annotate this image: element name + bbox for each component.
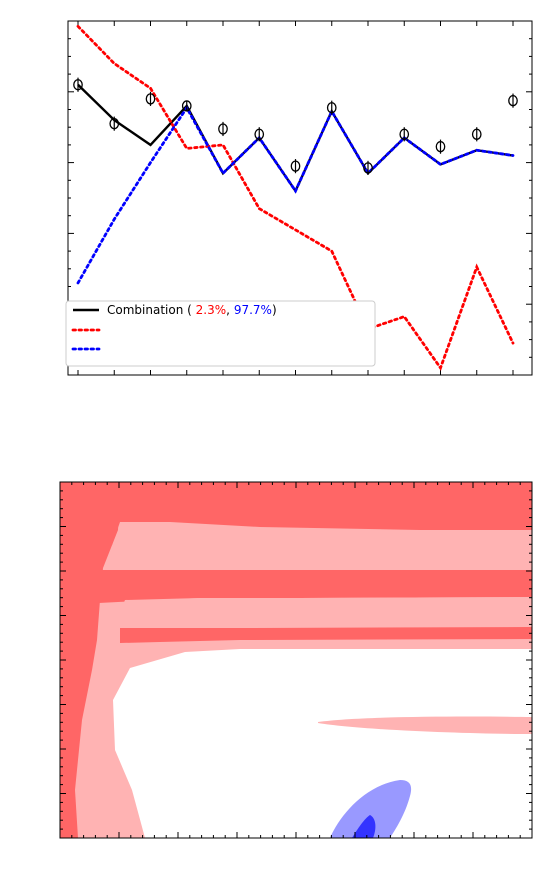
contour-red-outer xyxy=(60,482,532,838)
observed-point xyxy=(290,160,301,172)
observed-point xyxy=(109,118,120,130)
contour-red-outer-streak xyxy=(318,716,532,734)
contour-blue-inner xyxy=(352,815,376,838)
legend-text-part: 97.7% xyxy=(234,303,272,317)
observed-point xyxy=(145,93,156,105)
legend-text-part: ( xyxy=(187,303,192,317)
contour-red-inner-thin xyxy=(120,627,532,643)
column-density-panel: Combination ( 2.3%, 97.7%) xyxy=(65,20,533,376)
contour-red-inner-middle xyxy=(60,570,532,605)
legend-label-0: Combination ( 2.3%, 97.7%) xyxy=(107,303,277,317)
contour-regions xyxy=(60,482,532,838)
legend-text-part: ) xyxy=(272,303,277,317)
observed-point xyxy=(399,128,410,140)
observed-point xyxy=(471,128,482,140)
series-line-2 xyxy=(76,105,515,285)
series-line-1 xyxy=(76,24,515,371)
legend-text-part: Combination xyxy=(107,303,183,317)
legend-text-part: , xyxy=(226,303,230,317)
observed-point xyxy=(254,128,265,140)
observed-point xyxy=(218,123,228,135)
contour-red-outer-notch xyxy=(120,597,532,635)
observed-point xyxy=(73,79,83,91)
legend-text-part: 2.3% xyxy=(196,303,227,317)
observed-point xyxy=(363,162,373,174)
observed-point xyxy=(508,95,518,107)
contour-blue-outer xyxy=(330,780,412,838)
observed-point xyxy=(326,102,337,114)
contour-red-inner-top xyxy=(60,482,532,545)
observed-point xyxy=(435,141,446,153)
observed-point xyxy=(181,100,192,112)
legend-box xyxy=(65,300,376,367)
contour-panel xyxy=(59,481,533,839)
